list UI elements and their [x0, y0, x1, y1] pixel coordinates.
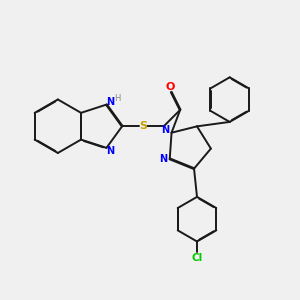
Text: Cl: Cl	[191, 254, 203, 263]
Text: N: N	[159, 154, 167, 164]
Text: H: H	[115, 94, 121, 103]
Text: O: O	[165, 82, 174, 92]
Text: N: N	[106, 97, 114, 106]
Text: N: N	[161, 125, 169, 135]
Text: S: S	[139, 121, 147, 131]
Text: N: N	[106, 146, 114, 156]
